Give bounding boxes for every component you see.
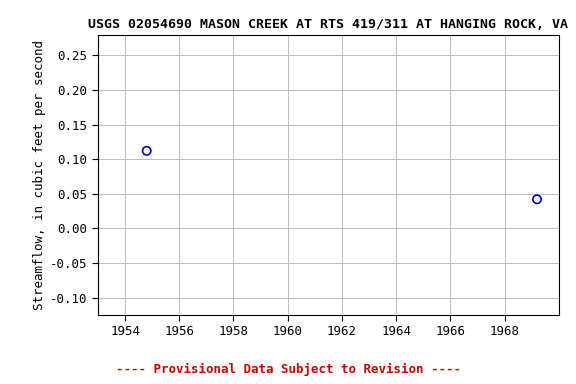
Title: USGS 02054690 MASON CREEK AT RTS 419/311 AT HANGING ROCK, VA: USGS 02054690 MASON CREEK AT RTS 419/311… — [88, 18, 569, 31]
Point — [532, 196, 541, 202]
Point — [142, 148, 151, 154]
Text: ---- Provisional Data Subject to Revision ----: ---- Provisional Data Subject to Revisio… — [116, 363, 460, 376]
Y-axis label: Streamflow, in cubic feet per second: Streamflow, in cubic feet per second — [33, 40, 46, 310]
